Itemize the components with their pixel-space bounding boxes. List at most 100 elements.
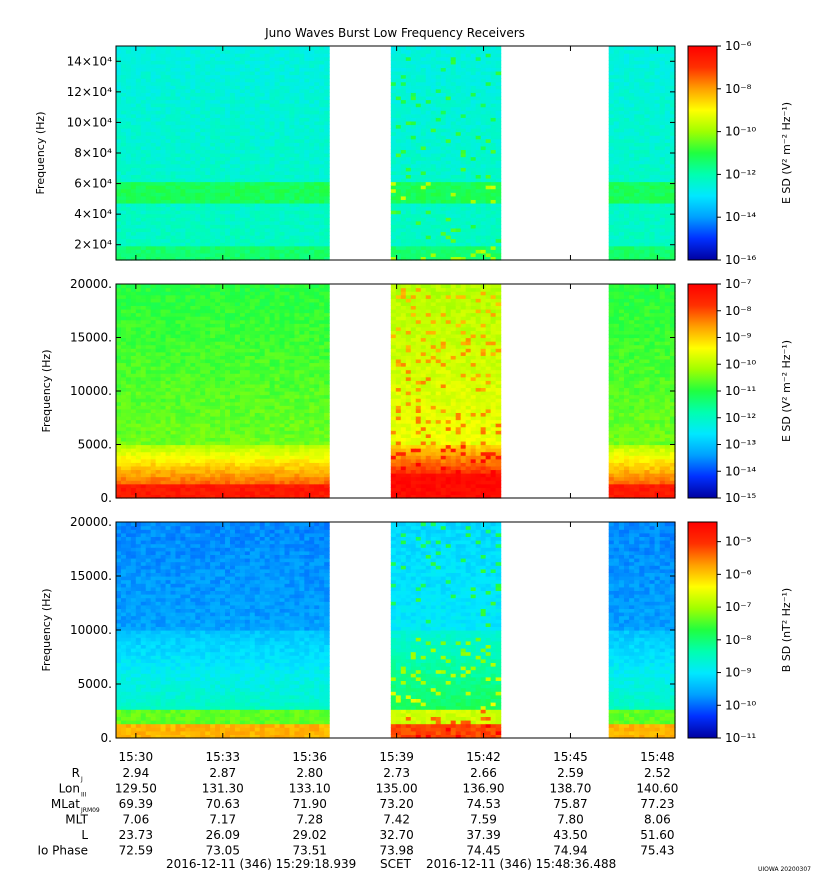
heatmap-cell bbox=[608, 167, 615, 172]
heatmap-cell bbox=[390, 135, 397, 140]
heatmap-cell bbox=[649, 199, 656, 204]
heatmap-cell bbox=[634, 149, 640, 154]
heatmap-cell bbox=[425, 202, 432, 208]
heatmap-cell bbox=[624, 113, 630, 118]
heatmap-cell bbox=[130, 355, 137, 360]
heatmap-cell bbox=[165, 63, 172, 68]
heatmap-cell bbox=[175, 88, 182, 93]
heatmap-cell bbox=[155, 103, 162, 108]
heatmap-cell bbox=[475, 188, 482, 193]
heatmap-cell bbox=[205, 145, 211, 151]
heatmap-cell bbox=[289, 160, 296, 165]
heatmap-cell bbox=[480, 195, 487, 200]
heatmap-cell bbox=[180, 210, 186, 215]
heatmap-cell bbox=[170, 185, 177, 190]
heatmap-cell bbox=[180, 224, 186, 229]
heatmap-cell bbox=[445, 46, 452, 51]
heatmap-cell bbox=[135, 242, 142, 247]
heatmap-cell bbox=[215, 145, 221, 151]
heatmap-cell bbox=[170, 88, 177, 93]
heatmap-cell bbox=[654, 135, 661, 140]
heatmap-cell bbox=[649, 174, 656, 179]
heatmap-cell bbox=[669, 131, 676, 136]
heatmap-cell bbox=[470, 206, 477, 211]
heatmap-cell bbox=[445, 188, 452, 193]
heatmap-cell bbox=[629, 78, 635, 83]
heatmap-cell bbox=[190, 206, 196, 211]
heatmap-cell bbox=[239, 67, 246, 72]
heatmap-cell bbox=[225, 235, 231, 240]
heatmap-cell bbox=[190, 181, 196, 186]
heatmap-cell bbox=[299, 46, 305, 51]
y-tick-label: 6×10⁴ bbox=[74, 177, 112, 191]
heatmap-cell bbox=[435, 192, 442, 197]
heatmap-cell bbox=[294, 56, 300, 61]
heatmap-cell bbox=[400, 85, 407, 90]
heatmap-cell bbox=[190, 142, 196, 147]
heatmap-cell bbox=[440, 117, 447, 122]
heatmap-cell bbox=[445, 95, 452, 101]
heatmap-cell bbox=[405, 195, 412, 200]
heatmap-cell bbox=[220, 131, 226, 136]
heatmap-cell bbox=[644, 153, 651, 158]
heatmap-cell bbox=[455, 156, 462, 161]
heatmap-cell bbox=[185, 99, 191, 104]
heatmap-cell bbox=[445, 142, 452, 147]
heatmap-cell bbox=[244, 202, 251, 208]
heatmap-cell bbox=[269, 99, 276, 104]
heatmap-cell bbox=[465, 117, 472, 122]
heatmap-cell bbox=[415, 249, 422, 254]
heatmap-cell bbox=[185, 188, 191, 193]
heatmap-cell bbox=[450, 81, 457, 86]
heatmap-cell bbox=[229, 67, 236, 72]
heatmap-cell bbox=[639, 63, 645, 68]
heatmap-cell bbox=[634, 131, 640, 136]
heatmap-cell bbox=[634, 138, 640, 143]
heatmap-cell bbox=[234, 60, 241, 65]
heatmap-cell bbox=[279, 78, 286, 83]
heatmap-cell bbox=[294, 245, 300, 250]
heatmap-cell bbox=[400, 131, 407, 136]
heatmap-cell bbox=[613, 224, 620, 229]
heatmap-cell bbox=[490, 177, 497, 183]
heatmap-cell bbox=[200, 117, 206, 122]
heatmap-cell bbox=[150, 217, 157, 222]
heatmap-cell bbox=[618, 195, 625, 200]
heatmap-cell bbox=[244, 252, 251, 258]
heatmap-cell bbox=[210, 231, 216, 236]
heatmap-cell bbox=[284, 81, 291, 86]
heatmap-cell bbox=[324, 106, 330, 111]
heatmap-cell bbox=[170, 92, 177, 97]
heatmap-cell bbox=[470, 231, 477, 236]
heatmap-cell bbox=[664, 67, 671, 72]
heatmap-cell bbox=[405, 70, 412, 76]
heatmap-cell bbox=[234, 142, 241, 147]
heatmap-cell bbox=[304, 124, 310, 129]
heatmap-cell bbox=[465, 113, 472, 118]
heatmap-cell bbox=[274, 231, 281, 236]
heatmap-cell bbox=[244, 238, 251, 243]
heatmap-cell bbox=[249, 188, 256, 193]
heatmap-cell bbox=[410, 206, 417, 211]
heatmap-cell bbox=[125, 423, 132, 428]
heatmap-cell bbox=[430, 185, 437, 190]
heatmap-cell bbox=[279, 88, 286, 93]
heatmap-cell bbox=[116, 220, 122, 225]
heatmap-cell bbox=[175, 185, 182, 190]
heatmap-cell bbox=[145, 242, 152, 247]
heatmap-cell bbox=[294, 60, 300, 65]
heatmap-cell bbox=[239, 206, 246, 211]
heatmap-cell bbox=[254, 138, 261, 143]
heatmap-cell bbox=[160, 210, 167, 215]
heatmap-cell bbox=[395, 242, 402, 247]
heatmap-cell bbox=[299, 195, 305, 200]
heatmap-cell bbox=[116, 451, 122, 456]
heatmap-cell bbox=[220, 174, 226, 179]
heatmap-cell bbox=[289, 170, 296, 175]
heatmap-cell bbox=[319, 53, 325, 58]
heatmap-cell bbox=[299, 217, 305, 222]
heatmap-cell bbox=[425, 138, 432, 143]
heatmap-cell bbox=[485, 195, 492, 200]
heatmap-cell bbox=[190, 160, 196, 165]
heatmap-cell bbox=[624, 131, 630, 136]
